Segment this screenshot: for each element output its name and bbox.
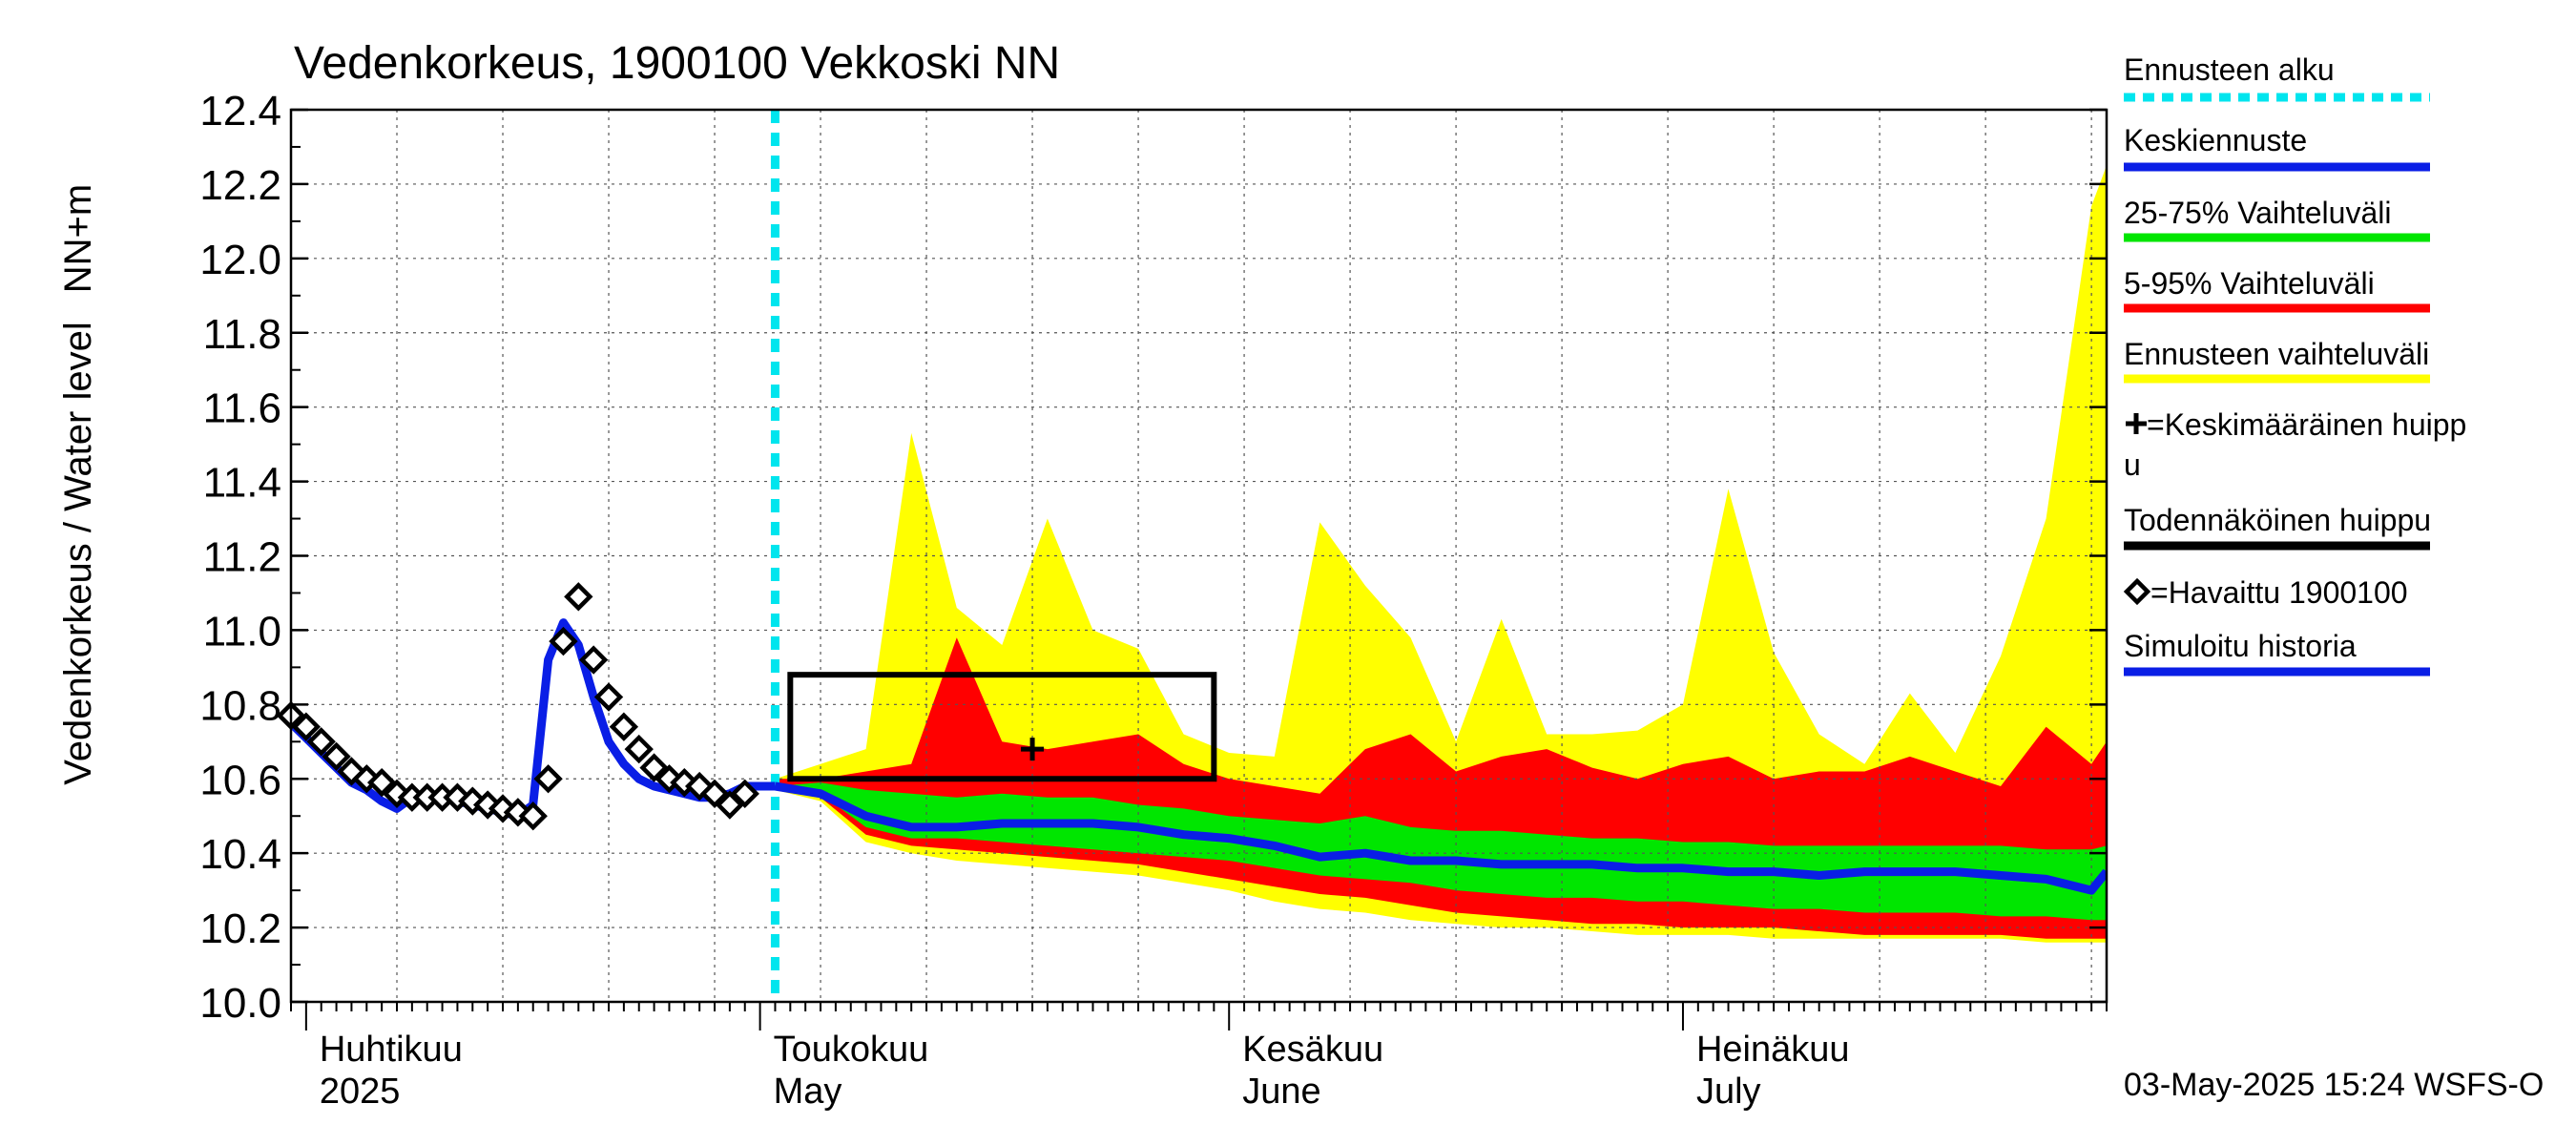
observed-point <box>322 741 351 772</box>
legend: Ennusteen alku Keskiennuste 25-75% Vaihtel… <box>2123 52 2466 677</box>
observed-point <box>291 712 322 741</box>
x-month-sublabel: May <box>774 1072 842 1112</box>
observed-point <box>518 802 548 831</box>
forecast-bands <box>775 165 2107 943</box>
y-tick-label: 10.6 <box>199 757 281 803</box>
observed-point <box>366 767 397 798</box>
y-tick-label: 10.4 <box>199 831 281 878</box>
y-tick-label: 11.4 <box>203 460 281 507</box>
observed-point <box>593 682 624 712</box>
observed-point <box>564 582 593 612</box>
series-lines <box>291 110 2107 1002</box>
y-tick-label: 11.8 <box>203 311 281 358</box>
observed-point <box>699 779 730 809</box>
observed-point <box>306 727 336 757</box>
y-tick-label: 12.0 <box>199 237 281 283</box>
legend-plus-icon <box>2126 413 2147 434</box>
observed-point <box>609 712 639 741</box>
x-month-sublabel: June <box>1242 1072 1320 1112</box>
x-month-sublabel: July <box>1696 1072 1761 1112</box>
legend-label: Todennäköinen huippu <box>2124 503 2431 537</box>
probable-peak-box <box>787 672 1217 782</box>
y-axis-label: Vedenkorkeus / Water level <box>57 322 99 784</box>
mean-forecast-line <box>774 781 2107 895</box>
legend-label: Ennusteen vaihteluväli <box>2124 337 2429 371</box>
legend-label: 5-95% Vaihteluväli <box>2124 266 2375 301</box>
y-axis-unit-label: NN+m <box>57 184 99 293</box>
mean-peak-marker <box>1021 738 1045 761</box>
observed-point <box>578 645 609 675</box>
x-month-label: Huhtikuu <box>320 1030 463 1070</box>
timestamp: 03-May-2025 15:24 WSFS-O <box>2124 1067 2544 1103</box>
band-25-75 <box>775 782 2107 921</box>
observed-point <box>533 764 563 794</box>
observed-point <box>639 753 669 782</box>
y-tick-label: 12.4 <box>199 88 281 135</box>
legend-label: 25-75% Vaihteluväli <box>2124 196 2391 230</box>
y-tick-label: 11.2 <box>203 534 281 581</box>
legend-label: =Havaittu 1900100 <box>2150 575 2408 610</box>
x-month-sublabel: 2025 <box>320 1072 401 1112</box>
legend-label: Keskiennuste <box>2124 123 2307 157</box>
y-tick-label: 10.8 <box>199 682 281 729</box>
legend-diamond-icon <box>2123 577 2151 606</box>
y-tick-label: 12.2 <box>199 162 281 209</box>
y-tick-label: 10.2 <box>199 906 281 952</box>
x-month-label: Heinäkuu <box>1696 1030 1850 1070</box>
observed-point <box>624 734 654 764</box>
y-tick-label: 11.0 <box>203 608 281 655</box>
y-axis-ticks: 10.0 10.2 10.4 10.6 10.8 11.0 11.2 11.4 11.6 11.8… <box>199 88 2107 1027</box>
y-tick-label: 10.0 <box>199 980 281 1027</box>
chart-title: Vedenkorkeus, 1900100 Vekkoski NN <box>294 38 1060 89</box>
observed-point <box>730 779 759 809</box>
observed-markers <box>276 582 759 831</box>
observed-point <box>549 626 578 656</box>
y-tick-label: 11.6 <box>203 385 281 432</box>
x-month-label: Kesäkuu <box>1242 1030 1383 1070</box>
legend-label: Ennusteen alku <box>2124 52 2335 87</box>
legend-label-continued: u <box>2124 448 2141 482</box>
legend-label: Simuloitu historia <box>2124 629 2357 663</box>
x-month-label: Toukokuu <box>774 1030 929 1070</box>
observed-point <box>715 790 745 820</box>
legend-label: =Keskimääräinen huipp <box>2147 407 2466 442</box>
